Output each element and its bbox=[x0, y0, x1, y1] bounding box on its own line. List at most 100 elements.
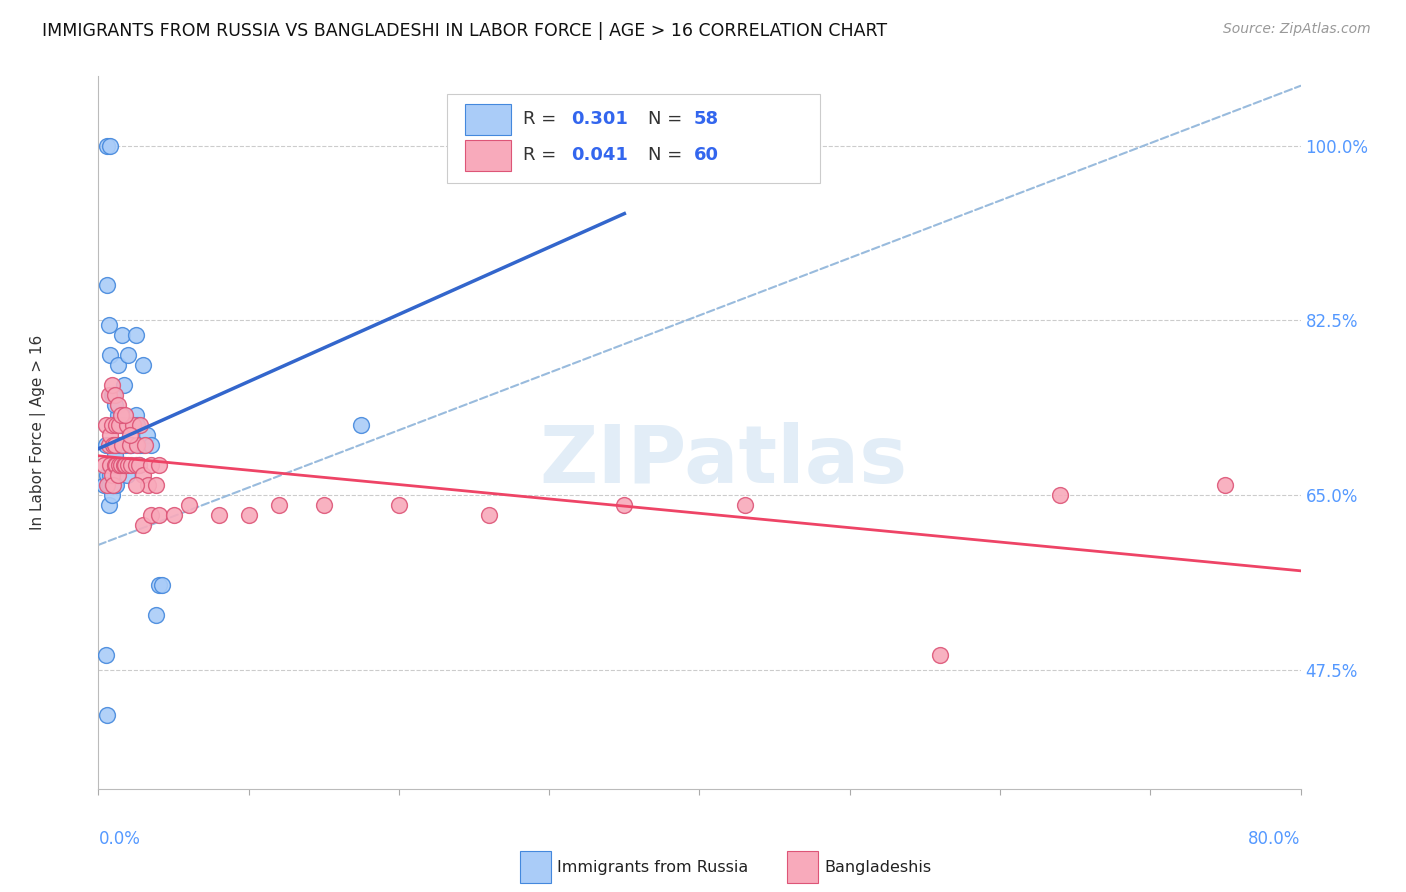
Point bbox=[101, 388, 124, 402]
Point bbox=[148, 578, 170, 592]
Point bbox=[100, 468, 122, 483]
Point bbox=[107, 358, 129, 372]
Point bbox=[132, 438, 155, 452]
Point bbox=[150, 578, 173, 592]
Point bbox=[110, 438, 132, 452]
Point bbox=[110, 418, 132, 433]
Text: R =: R = bbox=[523, 146, 562, 164]
Text: 58: 58 bbox=[693, 111, 718, 128]
Point bbox=[104, 398, 127, 412]
Point bbox=[139, 458, 162, 472]
Point bbox=[312, 498, 335, 512]
Text: 80.0%: 80.0% bbox=[1249, 830, 1301, 847]
Point bbox=[238, 508, 260, 522]
Point bbox=[128, 458, 150, 472]
FancyBboxPatch shape bbox=[465, 104, 510, 135]
Point bbox=[111, 408, 134, 422]
Text: Bangladeshis: Bangladeshis bbox=[824, 860, 931, 874]
Point bbox=[148, 458, 170, 472]
Point bbox=[103, 388, 125, 402]
Text: 0.301: 0.301 bbox=[571, 111, 627, 128]
Text: ZIPatlas: ZIPatlas bbox=[540, 422, 908, 500]
Point bbox=[97, 388, 120, 402]
Point bbox=[128, 458, 150, 472]
Point bbox=[108, 458, 131, 472]
Point bbox=[447, 159, 470, 173]
Point bbox=[135, 428, 157, 442]
Point bbox=[121, 458, 143, 472]
Point bbox=[100, 458, 122, 472]
Point bbox=[94, 648, 117, 662]
Text: 60: 60 bbox=[693, 146, 718, 164]
Point bbox=[122, 418, 145, 433]
Point bbox=[104, 388, 127, 402]
Point bbox=[100, 138, 122, 153]
Point bbox=[104, 478, 127, 492]
Point bbox=[97, 478, 120, 492]
Text: In Labor Force | Age > 16: In Labor Force | Age > 16 bbox=[31, 335, 46, 530]
Point bbox=[121, 438, 143, 452]
Point bbox=[117, 458, 139, 472]
Point bbox=[613, 498, 636, 512]
Point bbox=[107, 458, 129, 472]
Point bbox=[103, 438, 125, 452]
Point bbox=[1215, 478, 1237, 492]
Point bbox=[134, 438, 156, 452]
Point bbox=[100, 348, 122, 362]
Point bbox=[388, 498, 411, 512]
Point bbox=[101, 418, 124, 433]
Point bbox=[97, 318, 120, 333]
Point bbox=[97, 498, 120, 512]
Point bbox=[108, 418, 131, 433]
Point bbox=[125, 328, 148, 343]
Point bbox=[129, 438, 152, 452]
Point bbox=[93, 458, 115, 472]
Point bbox=[1049, 488, 1071, 502]
Point bbox=[929, 648, 952, 662]
Point bbox=[111, 438, 134, 452]
Point bbox=[100, 428, 122, 442]
Point bbox=[162, 508, 184, 522]
Point bbox=[145, 478, 167, 492]
Point bbox=[105, 438, 128, 452]
Point bbox=[105, 418, 128, 433]
Point bbox=[350, 418, 373, 433]
Text: 0.0%: 0.0% bbox=[98, 830, 141, 847]
Point bbox=[114, 458, 136, 472]
Text: Source: ZipAtlas.com: Source: ZipAtlas.com bbox=[1223, 22, 1371, 37]
Point bbox=[208, 508, 231, 522]
Text: Immigrants from Russia: Immigrants from Russia bbox=[557, 860, 748, 874]
Point bbox=[108, 438, 131, 452]
Point bbox=[132, 517, 155, 532]
Point bbox=[101, 488, 124, 502]
FancyBboxPatch shape bbox=[447, 94, 820, 183]
Point bbox=[125, 458, 148, 472]
Point bbox=[107, 398, 129, 412]
Point bbox=[734, 498, 756, 512]
Point bbox=[94, 438, 117, 452]
Point bbox=[118, 438, 141, 452]
Point bbox=[112, 418, 135, 433]
Point bbox=[111, 328, 134, 343]
Text: IMMIGRANTS FROM RUSSIA VS BANGLADESHI IN LABOR FORCE | AGE > 16 CORRELATION CHAR: IMMIGRANTS FROM RUSSIA VS BANGLADESHI IN… bbox=[42, 22, 887, 40]
Point bbox=[127, 438, 149, 452]
Point bbox=[103, 438, 125, 452]
Text: R =: R = bbox=[523, 111, 562, 128]
Point bbox=[117, 348, 139, 362]
Point bbox=[118, 438, 141, 452]
Point bbox=[267, 498, 290, 512]
Point bbox=[110, 458, 132, 472]
Point bbox=[118, 428, 141, 442]
Point bbox=[125, 408, 148, 422]
Point bbox=[105, 478, 128, 492]
Point bbox=[127, 418, 149, 433]
Point bbox=[115, 468, 138, 483]
Point bbox=[132, 468, 155, 483]
Point bbox=[101, 468, 124, 483]
Point bbox=[103, 478, 125, 492]
Point bbox=[101, 378, 124, 392]
Text: N =: N = bbox=[648, 111, 688, 128]
Point bbox=[104, 448, 127, 462]
Point bbox=[107, 408, 129, 422]
Text: N =: N = bbox=[648, 146, 688, 164]
